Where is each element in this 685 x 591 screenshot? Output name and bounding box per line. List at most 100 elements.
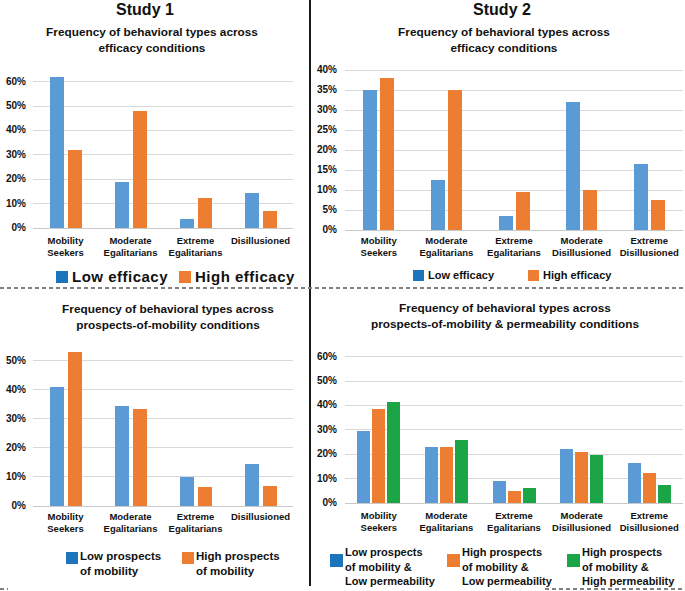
bar-low-efficacy — [431, 180, 445, 230]
y-axis-label: 10% — [292, 183, 337, 197]
bar-high-prospects — [68, 352, 82, 506]
gridline — [345, 150, 683, 151]
legend-label: Low prospects of mobility — [80, 549, 161, 578]
x-axis-line — [345, 230, 683, 231]
legend-swatch — [56, 271, 68, 283]
bar-high-efficacy — [448, 90, 462, 230]
y-axis-label: 30% — [0, 412, 26, 426]
bar-low-efficacy — [245, 193, 259, 228]
bar-low-prospects — [493, 481, 506, 503]
bar-high-prospects — [508, 491, 521, 503]
category-label: Extreme Egalitarians — [481, 235, 547, 260]
legend-swatch — [413, 270, 424, 281]
y-axis-label: 0% — [292, 496, 337, 510]
bar-low-prospects — [50, 387, 64, 506]
bar-low-efficacy — [634, 164, 648, 230]
legend-swatch — [66, 552, 78, 564]
legend-label: High prospects of mobility & Low permeab… — [462, 545, 552, 589]
bar-high-prospects — [440, 447, 453, 503]
bar-high-efficacy — [380, 78, 394, 230]
study1-heading: Study 1 — [95, 1, 195, 19]
y-axis-label: 35% — [292, 83, 337, 97]
category-label: Mobility Seekers — [34, 235, 97, 260]
y-axis-label: 20% — [0, 172, 26, 186]
gridline — [33, 106, 293, 107]
legend-item: High efficacy — [528, 268, 611, 283]
gridline — [33, 81, 293, 82]
y-axis-label: 30% — [292, 423, 337, 437]
category-label: Disillusioned — [229, 235, 292, 247]
legend-label: High efficacy — [543, 268, 611, 283]
category-label: Moderate Egalitarians — [414, 510, 480, 535]
y-axis-label: 40% — [292, 398, 337, 412]
legend-label: Low efficacy — [428, 268, 494, 283]
category-label: Extreme Egalitarians — [481, 510, 547, 535]
y-axis-label: 60% — [292, 350, 337, 364]
bar-low-efficacy — [499, 216, 513, 230]
gridline — [345, 170, 683, 171]
bar-low-efficacy — [50, 77, 64, 228]
category-label: Moderate Egalitarians — [99, 511, 162, 536]
bar-low-prospects — [180, 477, 194, 506]
gridline — [345, 90, 683, 91]
bar-high-efficacy — [133, 111, 147, 228]
legend-label: Low efficacy — [72, 269, 168, 284]
legend-swatch — [528, 270, 539, 281]
y-axis-label: 5% — [292, 203, 337, 217]
legend-item: High prospects of mobility & High permea… — [567, 545, 674, 589]
bar-low-efficacy — [566, 102, 580, 230]
bar-high-efficacy — [651, 200, 665, 230]
y-axis-label: 40% — [0, 383, 26, 397]
legend-item: Low prospects of mobility & Low permeabi… — [330, 545, 435, 589]
bar-high-prospects — [658, 485, 671, 503]
y-axis-label: 25% — [292, 123, 337, 137]
bar-high-prospects — [643, 473, 656, 504]
legend-swatch — [567, 554, 580, 567]
horizontal-divider-dashed — [0, 287, 685, 289]
legend-label: High prospects of mobility & High permea… — [582, 545, 674, 589]
y-axis-label: 10% — [0, 197, 26, 211]
bar-low-efficacy — [363, 90, 377, 230]
chart-title-study2-efficacy: Frequency of behavioral types across eff… — [379, 24, 629, 56]
category-label: Mobility Seekers — [34, 511, 97, 536]
bottom-border-dash-left — [0, 588, 8, 590]
gridline — [345, 130, 683, 131]
gridline — [33, 130, 293, 131]
bar-high-efficacy — [68, 150, 82, 228]
y-axis-label: 50% — [0, 99, 26, 113]
y-axis-label: 30% — [292, 103, 337, 117]
y-axis-label: 20% — [292, 447, 337, 461]
legend-label: Low prospects of mobility & Low permeabi… — [345, 545, 435, 589]
legend-swatch — [447, 554, 460, 567]
gridline — [345, 381, 683, 382]
bar-high-efficacy — [263, 211, 277, 228]
gridline — [345, 110, 683, 111]
legend-label: High efficacy — [195, 269, 295, 284]
category-label: Extreme Egalitarians — [164, 235, 227, 260]
category-label: Mobility Seekers — [346, 235, 412, 260]
y-axis-label: 15% — [292, 163, 337, 177]
bar-low-efficacy — [115, 182, 129, 228]
y-axis-label: 20% — [292, 143, 337, 157]
category-label: Moderate Egalitarians — [99, 235, 162, 260]
bar-high-prospects — [133, 409, 147, 506]
y-axis-label: 40% — [292, 63, 337, 77]
y-axis-label: 30% — [0, 148, 26, 162]
gridline — [345, 190, 683, 191]
figure-frequency-behavioral-types: Study 1 Study 2 Frequency of behavioral … — [0, 0, 685, 591]
category-label: Extreme Egalitarians — [164, 511, 227, 536]
bar-low-prospects — [245, 464, 259, 506]
bar-low-prospects — [357, 431, 370, 503]
category-label: Moderate Disillusioned — [549, 235, 615, 260]
bar-high-prospects — [590, 455, 603, 503]
bar-high-efficacy — [198, 198, 212, 229]
bar-high-prospects — [387, 402, 400, 503]
bar-low-efficacy — [180, 219, 194, 228]
legend-item: Low efficacy — [413, 268, 494, 283]
gridline — [345, 210, 683, 211]
y-axis-label: 10% — [292, 472, 337, 486]
bar-low-prospects — [425, 447, 438, 503]
category-label: Moderate Egalitarians — [414, 235, 480, 260]
legend-item: Low efficacy — [56, 269, 168, 284]
chart-title-study1-efficacy: Frequency of behavioral types across eff… — [27, 24, 277, 56]
